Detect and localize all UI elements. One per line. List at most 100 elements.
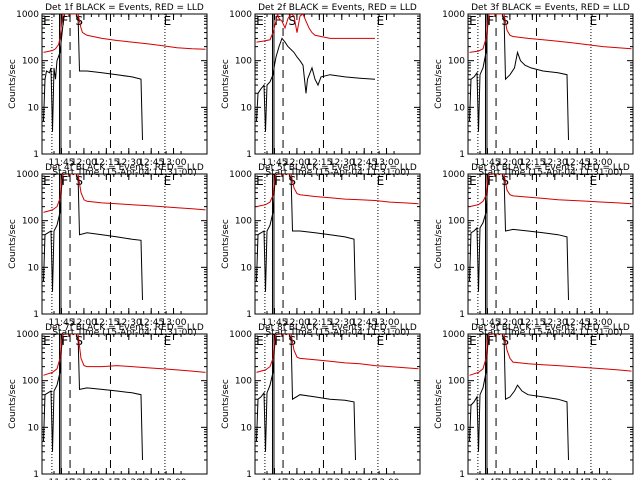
y-tick-label: 1 bbox=[246, 150, 252, 160]
y-tick-label: 10 bbox=[454, 423, 466, 433]
y-tick-label: 1 bbox=[33, 310, 39, 320]
y-axis-label: Counts/sec bbox=[221, 379, 231, 429]
x-axis-label: Start Time (15-Apr-04 11:31:00) bbox=[478, 168, 622, 178]
x-tick-label: 11:45 bbox=[49, 478, 75, 480]
events-series-line bbox=[469, 14, 569, 141]
x-tick-label: 11:45 bbox=[475, 318, 501, 328]
event-marker-label: S bbox=[288, 14, 296, 28]
x-tick-label: 12:45 bbox=[138, 158, 164, 168]
x-tick-label: 11:45 bbox=[262, 478, 288, 480]
y-tick-label: 100 bbox=[235, 57, 252, 67]
x-tick-label: 12:00 bbox=[497, 478, 523, 480]
event-marker-label: E bbox=[256, 14, 264, 28]
y-tick-label: 1 bbox=[459, 310, 465, 320]
y-tick-label: 1 bbox=[246, 310, 252, 320]
y-tick-label: 1 bbox=[246, 470, 252, 480]
y-tick-label: 1 bbox=[33, 150, 39, 160]
events-series-line bbox=[469, 174, 569, 301]
y-tick-label: 1 bbox=[33, 470, 39, 480]
plot-frame bbox=[41, 13, 208, 155]
chart-title: Det 6f BLACK = Events, RED = LLD bbox=[471, 163, 630, 173]
x-tick-label: 12:15 bbox=[306, 158, 332, 168]
y-tick-label: 1000 bbox=[16, 170, 39, 180]
lld-series-line bbox=[256, 174, 419, 208]
x-tick-label: 11:45 bbox=[49, 158, 75, 168]
x-tick-label: 11:45 bbox=[262, 318, 288, 328]
x-tick-label: 13:00 bbox=[587, 318, 613, 328]
x-tick-label: 12:45 bbox=[351, 478, 377, 480]
y-tick-label: 1000 bbox=[229, 170, 252, 180]
event-marker-label: F bbox=[487, 174, 494, 188]
x-tick-label: 12:30 bbox=[116, 158, 142, 168]
y-axis-label: Counts/sec bbox=[221, 59, 231, 109]
x-tick-label: 12:00 bbox=[284, 158, 310, 168]
y-axis-label: Counts/sec bbox=[8, 59, 18, 109]
plot-frame bbox=[41, 173, 208, 315]
event-marker-label: E bbox=[377, 14, 385, 28]
event-marker-label: E bbox=[164, 334, 172, 348]
y-tick-label: 1000 bbox=[229, 330, 252, 340]
x-tick-label: 12:15 bbox=[519, 318, 545, 328]
y-tick-label: 1 bbox=[459, 470, 465, 480]
event-marker-label: E bbox=[469, 14, 477, 28]
chart-title: Det 2f BLACK = Events, RED = LLD bbox=[258, 3, 417, 13]
y-axis-label: Counts/sec bbox=[8, 219, 18, 269]
x-tick-label: 12:15 bbox=[93, 158, 119, 168]
x-tick-label: 12:00 bbox=[497, 158, 523, 168]
y-axis-label: Counts/sec bbox=[434, 379, 444, 429]
x-tick-label: 12:45 bbox=[351, 318, 377, 328]
event-marker-label: E bbox=[43, 174, 51, 188]
chart-title: Det 3f BLACK = Events, RED = LLD bbox=[471, 3, 630, 13]
x-tick-label: 12:30 bbox=[329, 318, 355, 328]
lld-series-line bbox=[256, 14, 375, 43]
chart-title: Det 9f BLACK = Events, RED = LLD bbox=[471, 323, 630, 333]
lld-series-line bbox=[469, 334, 632, 376]
lld-series-line bbox=[256, 334, 419, 373]
event-marker-label: F bbox=[61, 174, 68, 188]
y-tick-label: 10 bbox=[454, 103, 466, 113]
x-axis-label: Start Time (15-Apr-04 11:31:00) bbox=[52, 328, 196, 338]
y-tick-label: 10 bbox=[241, 423, 253, 433]
y-tick-label: 1000 bbox=[16, 10, 39, 20]
lld-series-line bbox=[43, 174, 206, 213]
x-tick-label: 12:00 bbox=[284, 318, 310, 328]
x-tick-label: 12:30 bbox=[542, 318, 568, 328]
x-tick-label: 12:45 bbox=[351, 158, 377, 168]
x-tick-label: 12:30 bbox=[542, 478, 568, 480]
chart-title: Det 1f BLACK = Events, RED = LLD bbox=[45, 3, 204, 13]
y-tick-label: 100 bbox=[235, 377, 252, 387]
events-series-line bbox=[469, 334, 569, 461]
x-tick-label: 12:00 bbox=[71, 158, 97, 168]
y-tick-label: 100 bbox=[235, 217, 252, 227]
plot-frame bbox=[254, 173, 421, 315]
lld-series-line bbox=[469, 14, 632, 53]
y-tick-label: 10 bbox=[28, 263, 40, 273]
x-tick-label: 12:45 bbox=[138, 478, 164, 480]
chart-title: Det 4f BLACK = Events, RED = LLD bbox=[45, 163, 204, 173]
x-tick-label: 12:45 bbox=[138, 318, 164, 328]
chart-panel-9: Det 9f BLACK = Events, RED = LLD 1 10 100 10… bbox=[434, 323, 634, 480]
y-tick-label: 10 bbox=[241, 263, 253, 273]
y-tick-label: 100 bbox=[22, 57, 39, 67]
chart-title: Det 7f BLACK = Events, RED = LLD bbox=[45, 323, 204, 333]
chart-panel-8: Det 8f BLACK = Events, RED = LLD 1 10 100 10… bbox=[221, 323, 421, 480]
x-tick-label: 12:30 bbox=[329, 158, 355, 168]
chart-panel-5: Det 5f BLACK = Events, RED = LLD 1 10 100 10… bbox=[221, 163, 421, 338]
y-tick-label: 1 bbox=[459, 150, 465, 160]
x-tick-label: 12:45 bbox=[564, 158, 590, 168]
events-series-line bbox=[256, 334, 356, 461]
x-axis-label: Start Time (15-Apr-04 11:31:00) bbox=[478, 328, 622, 338]
plot-frame bbox=[254, 13, 421, 155]
events-series-line bbox=[43, 174, 143, 301]
y-tick-label: 10 bbox=[28, 423, 40, 433]
x-tick-label: 12:15 bbox=[306, 478, 332, 480]
event-marker-label: E bbox=[164, 174, 172, 188]
event-marker-label: F bbox=[61, 14, 68, 28]
event-marker-label: F bbox=[274, 14, 281, 28]
event-marker-label: E bbox=[43, 334, 51, 348]
x-tick-label: 13:00 bbox=[374, 318, 400, 328]
y-tick-label: 1000 bbox=[442, 10, 465, 20]
x-tick-label: 11:45 bbox=[475, 158, 501, 168]
x-tick-label: 12:30 bbox=[329, 478, 355, 480]
